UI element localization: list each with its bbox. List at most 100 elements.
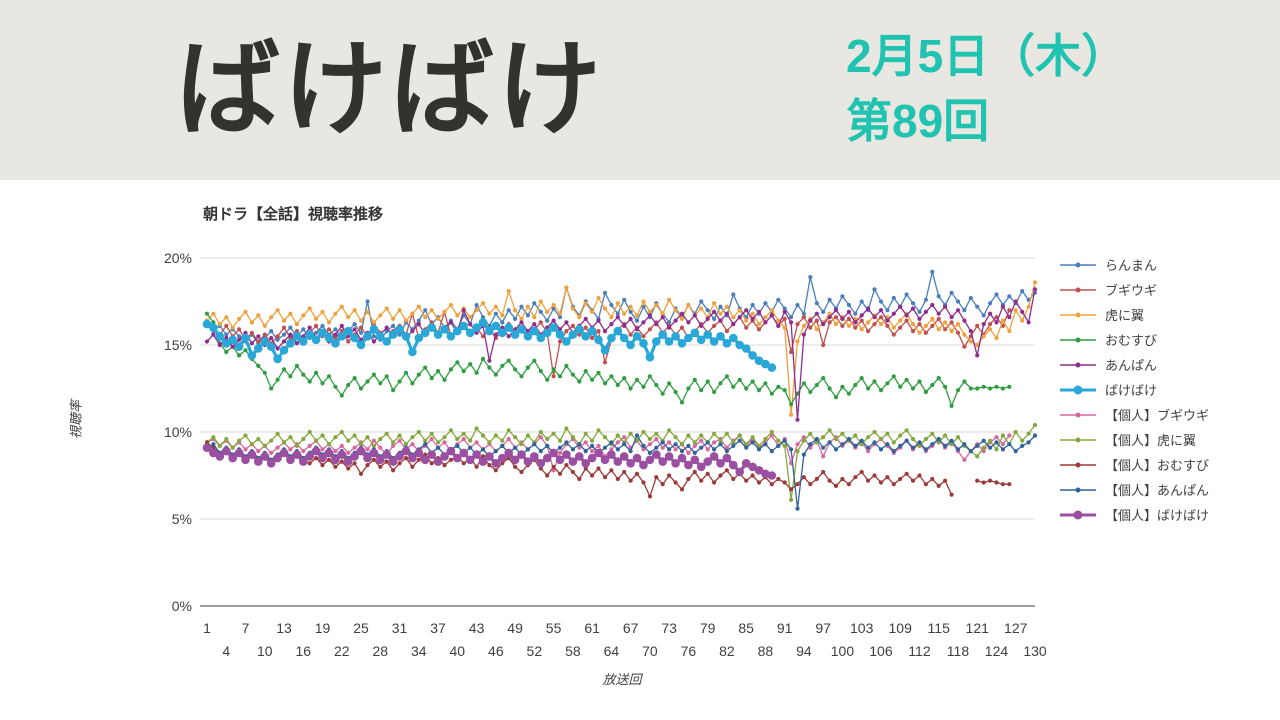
data-point-toranitsubasa bbox=[866, 320, 871, 325]
data-point-toranitsubasa bbox=[480, 301, 486, 306]
data-point-boogiewoogie bbox=[583, 325, 588, 330]
data-point-boogiewoogie bbox=[898, 325, 903, 330]
data-point-toranitsubasa bbox=[917, 330, 922, 335]
data-point-anpan bbox=[859, 313, 864, 318]
data-point-kojin-anpan bbox=[493, 449, 498, 454]
data-point-anpan bbox=[943, 304, 948, 309]
data-point-kojin-omusubi bbox=[988, 478, 993, 483]
data-point-bakebake bbox=[536, 333, 546, 343]
x-tick-label: 73 bbox=[661, 620, 677, 636]
data-point-omusubi bbox=[769, 391, 774, 396]
data-point-kojin-toranitsubasa bbox=[1032, 422, 1038, 428]
data-point-anpan bbox=[532, 322, 537, 327]
data-point-omusubi bbox=[679, 400, 685, 405]
data-point-kojin-boogiewoogie bbox=[647, 442, 653, 447]
legend-label: 虎に翼 bbox=[1105, 308, 1145, 323]
data-point-omusubi bbox=[910, 386, 916, 391]
data-point-kojin-boogiewoogie bbox=[288, 447, 293, 452]
data-point-kojin-toranitsubasa bbox=[519, 442, 524, 447]
data-point-toranitsubasa bbox=[237, 316, 242, 321]
data-point-ranman bbox=[789, 315, 794, 320]
data-point-omusubi bbox=[532, 358, 537, 363]
data-point-kojin-toranitsubasa bbox=[840, 431, 845, 436]
data-point-omusubi bbox=[975, 386, 980, 391]
data-point-anpan bbox=[833, 308, 839, 313]
data-point-bakebake bbox=[498, 328, 507, 338]
data-point-kojin-toranitsubasa bbox=[744, 442, 749, 447]
data-point-toranitsubasa bbox=[975, 342, 980, 348]
data-point-kojin-anpan bbox=[455, 443, 460, 448]
data-point-anpan bbox=[493, 332, 498, 337]
data-point-omusubi bbox=[410, 381, 415, 386]
data-point-kojin-bakebake bbox=[478, 457, 488, 466]
data-point-bakebake bbox=[671, 332, 680, 341]
data-point-kojin-toranitsubasa bbox=[217, 443, 222, 448]
data-point-boogiewoogie bbox=[801, 315, 807, 320]
data-point-anpan bbox=[910, 306, 916, 311]
data-point-bakebake bbox=[632, 332, 642, 341]
x-tick-label: 52 bbox=[526, 643, 543, 659]
data-point-boogiewoogie bbox=[570, 323, 576, 328]
data-point-kojin-toranitsubasa bbox=[288, 435, 293, 440]
data-point-anpan bbox=[217, 342, 222, 348]
data-point-kojin-toranitsubasa bbox=[859, 442, 864, 447]
data-point-anpan bbox=[968, 329, 973, 334]
data-point-kojin-omusubi bbox=[204, 440, 210, 445]
data-point-kojin-omusubi bbox=[660, 482, 665, 487]
data-point-omusubi bbox=[866, 386, 871, 391]
data-point-kojin-bakebake bbox=[209, 448, 218, 458]
data-point-ranman bbox=[808, 275, 813, 280]
data-point-anpan bbox=[795, 417, 800, 422]
data-point-omusubi bbox=[949, 403, 954, 408]
data-point-kojin-bakebake bbox=[305, 452, 315, 461]
data-point-kojin-anpan bbox=[833, 447, 839, 452]
data-point-kojin-anpan bbox=[1013, 449, 1018, 454]
data-point-kojin-boogiewoogie bbox=[962, 457, 967, 462]
data-point-omusubi bbox=[885, 381, 890, 386]
legend-item-ranman: らんまん bbox=[1058, 252, 1209, 277]
data-point-kojin-anpan bbox=[891, 449, 896, 454]
data-point-boogiewoogie bbox=[885, 323, 890, 328]
data-point-omusubi bbox=[314, 370, 319, 375]
data-point-kojin-omusubi bbox=[365, 463, 370, 468]
data-point-omusubi bbox=[891, 374, 896, 379]
data-point-kojin-boogiewoogie bbox=[615, 440, 620, 445]
data-point-bakebake bbox=[279, 345, 289, 355]
data-point-toranitsubasa bbox=[667, 297, 672, 302]
data-point-boogiewoogie bbox=[724, 329, 730, 334]
data-point-omusubi bbox=[262, 370, 267, 375]
data-point-boogiewoogie bbox=[590, 335, 595, 341]
data-point-omusubi bbox=[423, 365, 428, 370]
data-point-bakebake bbox=[318, 328, 327, 338]
data-point-kojin-toranitsubasa bbox=[391, 440, 396, 445]
data-point-anpan bbox=[448, 320, 453, 325]
data-point-bakebake bbox=[311, 335, 321, 345]
data-point-kojin-omusubi bbox=[596, 466, 601, 471]
episode-number: 第89回 bbox=[846, 95, 990, 148]
x-tick-label: 49 bbox=[507, 620, 523, 636]
data-point-boogiewoogie bbox=[866, 329, 871, 334]
data-point-kojin-bakebake bbox=[619, 452, 629, 461]
data-point-kojin-anpan bbox=[667, 447, 672, 452]
data-point-bakebake bbox=[748, 351, 757, 360]
data-point-toranitsubasa bbox=[782, 325, 787, 330]
data-point-omusubi bbox=[384, 374, 389, 379]
data-point-bakebake bbox=[696, 335, 706, 345]
x-tick-label: 10 bbox=[256, 643, 273, 659]
data-point-anpan bbox=[602, 329, 608, 334]
data-point-kojin-toranitsubasa bbox=[1000, 433, 1006, 438]
x-tick-label: 130 bbox=[1023, 643, 1047, 659]
data-point-bakebake bbox=[273, 354, 282, 364]
legend-swatch-icon bbox=[1060, 462, 1096, 467]
data-point-bakebake bbox=[440, 325, 449, 334]
data-point-kojin-boogiewoogie bbox=[301, 449, 306, 454]
data-point-kojin-anpan bbox=[525, 447, 531, 452]
data-point-ranman bbox=[962, 308, 967, 313]
data-point-boogiewoogie bbox=[314, 323, 319, 328]
data-point-kojin-bakebake bbox=[684, 460, 693, 470]
data-point-bakebake bbox=[382, 337, 392, 346]
data-point-kojin-omusubi bbox=[564, 463, 569, 468]
data-point-kojin-omusubi bbox=[872, 473, 877, 478]
data-point-omusubi bbox=[301, 372, 306, 377]
data-point-omusubi bbox=[833, 395, 839, 400]
